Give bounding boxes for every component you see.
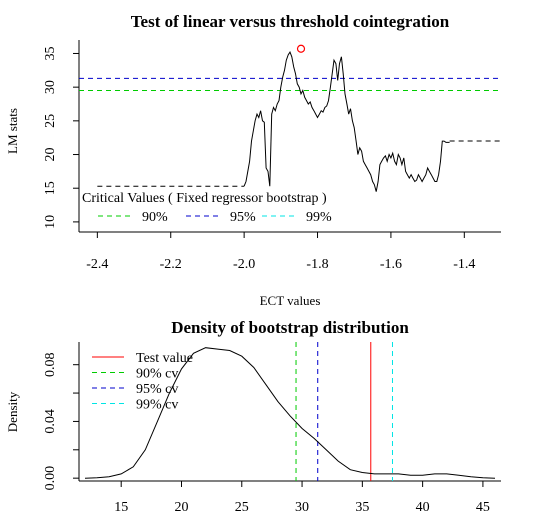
x-tick-label: -2.2	[160, 257, 182, 272]
lm-chart: Test of linear versus threshold cointegr…	[5, 12, 501, 308]
y-tick-label: 0.04	[43, 409, 58, 434]
legend-label: 90% cv	[136, 367, 178, 382]
density-curve	[84, 347, 496, 479]
legend-label: 99%	[306, 210, 332, 225]
x-tick-label: 40	[416, 500, 430, 515]
x-tick-label: 35	[355, 500, 369, 515]
legend: Critical Values ( Fixed regressor bootst…	[82, 191, 332, 225]
lm-stats-line	[243, 51, 450, 192]
x-axis-label: ECT values	[260, 293, 321, 308]
y-tick-label: 25	[43, 114, 58, 128]
chart-title: Test of linear versus threshold cointegr…	[131, 12, 450, 31]
x-tick-label: 45	[476, 500, 490, 515]
legend-label: 95% cv	[136, 382, 178, 397]
y-tick-label: 0.08	[43, 352, 58, 377]
x-tick-label: -1.8	[306, 257, 328, 272]
y-tick-label: 30	[43, 80, 58, 94]
y-tick-label: 35	[43, 46, 58, 60]
x-tick-label: 20	[174, 500, 188, 515]
y-tick-label: 0.00	[43, 466, 58, 491]
x-tick-label: 15	[114, 500, 128, 515]
y-tick-label: 20	[43, 148, 58, 162]
x-tick-label: 30	[295, 500, 309, 515]
x-tick-label: -1.6	[380, 257, 402, 272]
x-tick-label: -2.4	[86, 257, 108, 272]
legend-label: 95%	[230, 210, 256, 225]
legend-title: Critical Values ( Fixed regressor bootst…	[82, 191, 327, 206]
legend-label: 99% cv	[136, 398, 178, 413]
x-tick-label: -1.4	[453, 257, 475, 272]
legend-label: 90%	[142, 210, 168, 225]
x-tick-label: 25	[235, 500, 249, 515]
chart-title: Density of bootstrap distribution	[171, 318, 409, 337]
y-axis-label: Density	[5, 391, 20, 432]
legend-label: Test value	[136, 351, 193, 366]
y-axis-label: LM stats	[5, 108, 20, 154]
max-point-marker	[296, 44, 306, 53]
y-tick-label: 15	[43, 181, 58, 195]
density-chart: Density of bootstrap distribution Densit…	[5, 318, 501, 515]
x-tick-label: -2.0	[233, 257, 255, 272]
y-tick-label: 10	[43, 215, 58, 229]
